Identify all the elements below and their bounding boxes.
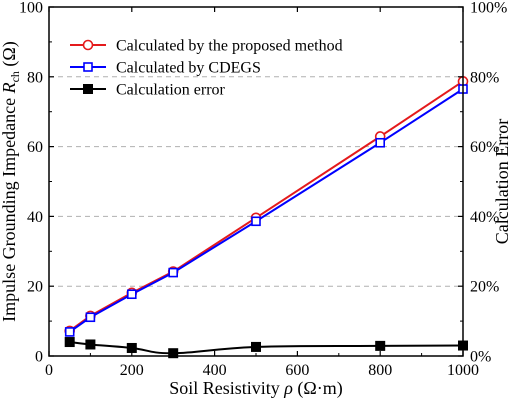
x-axis-title: Soil Resistivity ρ (Ω·m) <box>169 378 343 399</box>
y-left-tick-label-4: 80 <box>27 69 43 86</box>
y-left-tick-label-1: 20 <box>27 279 43 296</box>
y-right-tick-label-1: 20% <box>470 279 499 296</box>
legend-label-0: Calculated by the proposed method <box>116 38 343 55</box>
y-right-tick-label-0: 0% <box>470 349 491 366</box>
x-tick-label-3: 600 <box>285 362 309 379</box>
legend-label-2: Calculation error <box>116 82 226 99</box>
y-right-tick-label-4: 80% <box>470 69 499 86</box>
data-point-1-4 <box>251 216 261 227</box>
data-point-1-5 <box>375 137 386 148</box>
y-left-axis-title-unit: (Ω) <box>0 41 20 71</box>
data-point-2-5 <box>375 340 386 351</box>
x-tick-label-1: 200 <box>120 362 144 379</box>
series-1 <box>64 84 468 337</box>
legend-item-1: Calculated by CDEGS <box>70 60 261 77</box>
legend-label-1: Calculated by CDEGS <box>116 60 261 77</box>
x-tick-label-4: 800 <box>368 362 392 379</box>
x-tick-label-5: 1000 <box>447 362 479 379</box>
legend-marker-2 <box>83 84 93 94</box>
y-right-tick-label-2: 40% <box>470 209 499 226</box>
x-axis-title-unit: (Ω·m) <box>293 378 343 399</box>
y-left-axis-title-prefix: Impulse Grounding Impedance <box>0 93 19 321</box>
grid-lines <box>49 76 463 287</box>
data-point-1-2 <box>127 289 137 300</box>
y-right-tick-label-3: 60% <box>470 139 499 156</box>
y-left-tick-label-2: 40 <box>27 209 43 226</box>
series-layer <box>64 76 469 359</box>
data-point-1-0 <box>64 327 75 337</box>
legend-marker-1 <box>83 62 93 72</box>
y-left-tick-label-5: 100 <box>19 0 43 17</box>
axis-labels: 0 200 400 600 800 1000 0 20 40 60 80 100 0% 20% 40% 60%… <box>0 0 512 399</box>
legend-item-2: Calculation error <box>70 82 226 99</box>
x-tick-label-0: 0 <box>45 362 53 379</box>
y-left-axis-title-symbol: R <box>0 82 19 94</box>
axis-ticks <box>48 6 464 357</box>
series-2 <box>64 337 468 359</box>
legend-item-0: Calculated by the proposed method <box>70 38 343 55</box>
x-axis-title-prefix: Soil Resistivity <box>169 378 284 398</box>
data-point-1-1 <box>85 312 96 323</box>
legend-marker-0 <box>82 39 94 51</box>
x-tick-label-2: 400 <box>203 362 227 379</box>
y-left-tick-label-0: 0 <box>35 349 43 366</box>
data-point-2-1 <box>85 339 96 350</box>
y-left-axis-title-subscript: ch <box>8 71 22 82</box>
data-point-1-3 <box>168 267 178 278</box>
y-right-axis-title: Calculation Error <box>492 119 512 244</box>
x-axis-title-symbol: ρ <box>283 378 293 398</box>
data-point-2-4 <box>251 341 261 352</box>
y-left-tick-label-3: 60 <box>27 139 43 156</box>
y-right-tick-label-5: 100% <box>470 0 507 17</box>
legend: Calculated by the proposed method Calcula… <box>70 38 343 99</box>
data-point-2-0 <box>64 337 75 348</box>
y-left-axis-title: Impulse Grounding Impedance Rch (Ω) <box>0 41 22 322</box>
